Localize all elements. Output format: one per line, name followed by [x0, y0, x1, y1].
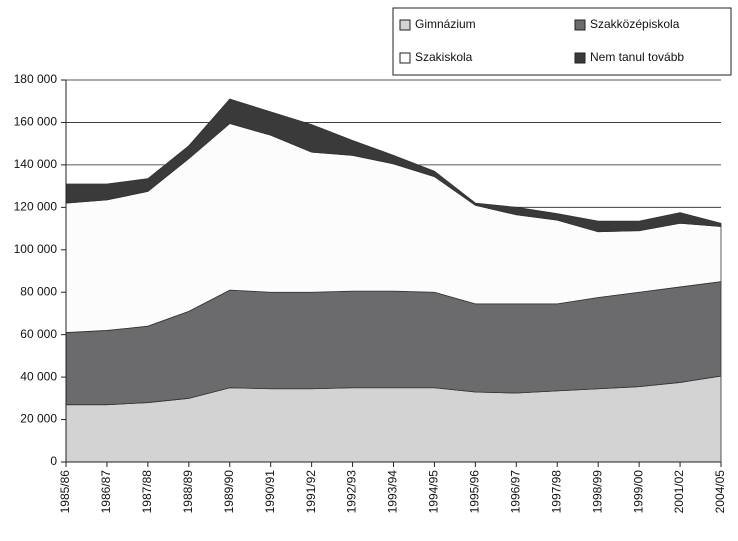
x-tick-label: 1991/92	[304, 470, 318, 514]
legend: Gimnázium Szakközépiskola Szakiskola Nem ta…	[392, 7, 732, 76]
x-tick-label: 1999/00	[631, 470, 645, 514]
x-tick-label: 1985/86	[58, 470, 72, 514]
x-tick-label: 1989/90	[222, 470, 236, 514]
area	[65, 98, 722, 233]
x-tick-label: 1996/97	[508, 470, 522, 514]
y-tick-label: 0	[50, 454, 57, 468]
y-tick-label: 140 000	[14, 157, 58, 171]
y-tick-label: 120 000	[14, 200, 58, 214]
legend-label: Szakközépiskola	[590, 17, 680, 31]
y-tick-label: 180 000	[14, 72, 58, 86]
y-tick-label: 100 000	[14, 242, 58, 256]
x-tick-label: 1988/89	[181, 470, 195, 514]
legend-swatch	[574, 19, 586, 31]
legend-label: Gimnázium	[415, 17, 476, 31]
x-tick-label: 1990/91	[263, 470, 277, 514]
x-tick-label: 1997/98	[549, 470, 563, 514]
y-tick-label: 20 000	[20, 412, 57, 426]
x-tick-label: 1987/88	[140, 470, 154, 514]
x-tick-label: 2001/02	[672, 470, 686, 514]
x-tick-label: 2004/05	[713, 470, 727, 514]
y-tick-label: 60 000	[20, 327, 57, 341]
x-tick-label: 1992/93	[345, 470, 359, 514]
x-tick-label: 1993/94	[386, 470, 400, 514]
x-tick-label: 1994/95	[427, 470, 441, 514]
x-tick-label: 1986/87	[99, 470, 113, 514]
x-tick-label: 1998/99	[590, 470, 604, 514]
legend-swatch	[574, 52, 586, 64]
legend-label: Szakiskola	[415, 50, 473, 64]
legend-swatch	[399, 19, 411, 31]
legend-swatch	[399, 52, 411, 64]
x-tick-label: 1995/96	[468, 470, 482, 514]
y-tick-label: 160 000	[14, 115, 58, 129]
legend-label: Nem tanul tovább	[590, 50, 684, 64]
y-tick-label: 80 000	[20, 284, 57, 298]
y-tick-label: 40 000	[20, 369, 57, 383]
legend-box	[392, 7, 732, 76]
